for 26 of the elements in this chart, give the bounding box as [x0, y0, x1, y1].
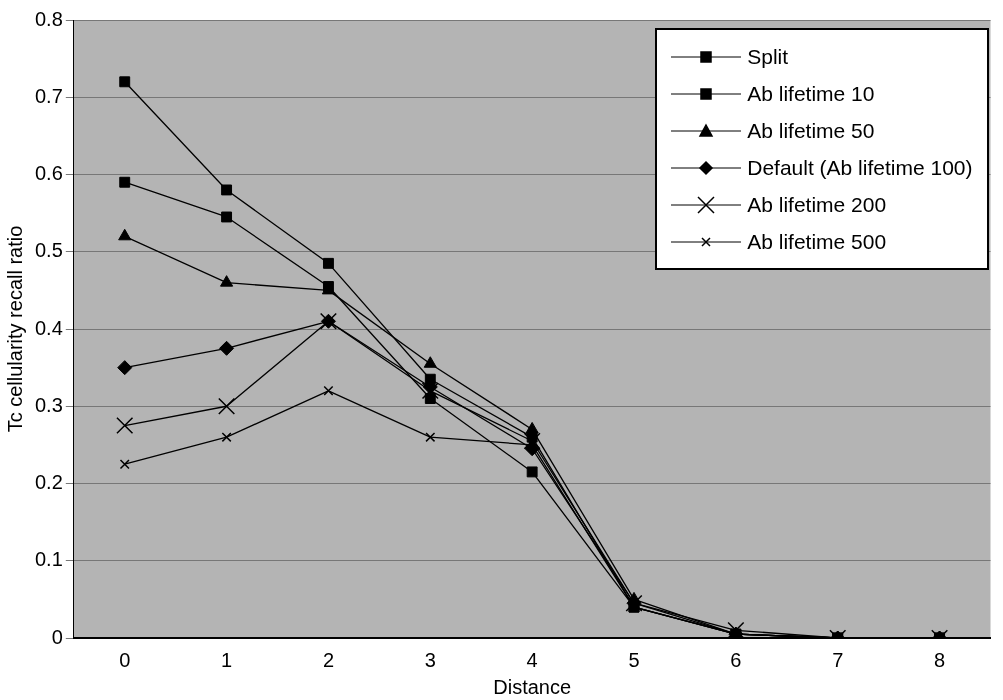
- y-tick-label: 0.5: [34, 239, 63, 262]
- x-tick-label: 6: [730, 648, 742, 671]
- y-tick-label: 0.2: [34, 471, 63, 494]
- y-axis-title: Tc cellularity recall ratio: [3, 225, 26, 433]
- x-tick-label: 0: [119, 648, 131, 671]
- legend-label: Ab lifetime 50: [747, 118, 875, 143]
- legend-label: Ab lifetime 10: [747, 81, 875, 106]
- x-tick-label: 5: [628, 648, 640, 671]
- x-tick-label: 2: [322, 648, 334, 671]
- x-tick-label: 8: [934, 648, 946, 671]
- x-tick-label: 3: [424, 648, 436, 671]
- x-tick-label: 7: [832, 648, 844, 671]
- legend-label: Ab lifetime 500: [747, 229, 887, 254]
- legend-label: Ab lifetime 200: [747, 192, 887, 217]
- y-tick-label: 0.6: [34, 162, 63, 185]
- x-axis-title: Distance: [493, 675, 572, 698]
- y-tick-label: 0.4: [34, 316, 63, 339]
- legend-label: Default (Ab lifetime 100): [747, 155, 973, 180]
- x-tick-label: 1: [221, 648, 233, 671]
- legend-label: Split: [747, 44, 789, 69]
- y-tick-label: 0: [51, 625, 63, 648]
- y-tick-label: 0.1: [34, 548, 63, 571]
- y-tick-label: 0.3: [34, 393, 63, 416]
- x-tick-label: 4: [526, 648, 538, 671]
- y-tick-label: 0.8: [34, 7, 63, 30]
- y-tick-label: 0.7: [34, 84, 63, 107]
